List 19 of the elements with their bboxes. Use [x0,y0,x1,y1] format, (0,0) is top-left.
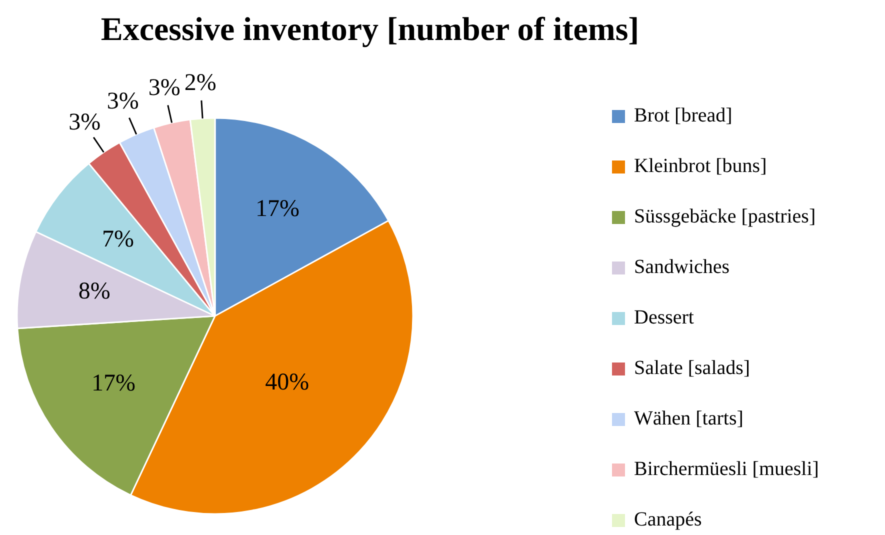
legend-label: Süssgebäcke [pastries] [634,206,816,228]
data-label: 2% [184,70,216,96]
legend-label: Sandwiches [634,256,730,278]
data-label: 3% [148,75,180,102]
data-label: 17% [91,370,136,397]
legend-label: Wähen [tarts] [634,408,744,430]
legend-label: Birchermüesli [muesli] [634,458,819,480]
data-label: 3% [106,88,139,115]
chart-title: Excessive inventory [number of items] [100,12,640,48]
data-label: 40% [265,369,310,396]
legend-label: Brot [bread] [634,104,732,127]
legend-label: Kleinbrot [buns] [634,155,767,178]
data-label: 7% [102,226,134,252]
legend-label: Salate [salads] [634,357,750,380]
legend-label: Dessert [634,306,694,329]
data-label: 3% [68,110,101,136]
legend-label: Canapés [634,508,702,531]
data-label: 8% [78,278,110,305]
data-label: 17% [255,196,300,222]
